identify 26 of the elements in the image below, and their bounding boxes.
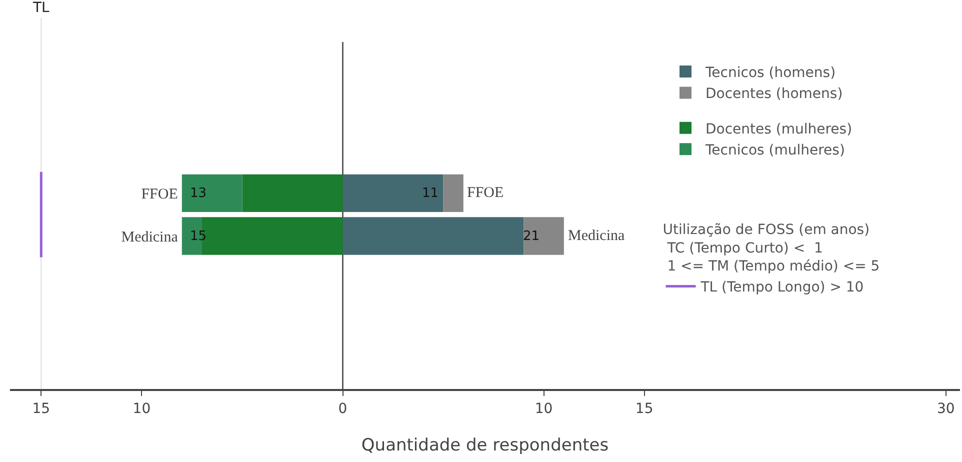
legend-title: Utilização de FOSS (em anos) TC (Tempo Curto) < 1 1 <= TM (Tempo médio) <= 5: [662, 222, 880, 275]
category-label: FFOE: [467, 185, 504, 201]
bar: [443, 174, 464, 212]
bar: [182, 174, 242, 212]
legend-label: Docentes (homens): [706, 86, 843, 102]
x-tick-label: 15: [32, 400, 50, 417]
legend-label: TL (Tempo Longo) > 10: [700, 280, 864, 296]
legend-label: Tecnicos (homens): [704, 64, 836, 81]
ref-line-label: TL: [32, 0, 50, 16]
x-tick-label: 10: [132, 400, 151, 417]
bar: [242, 174, 343, 212]
bar: [524, 217, 564, 255]
x-tick-label: 0: [338, 400, 348, 417]
x-tick-label: 15: [635, 400, 654, 417]
x-tick-label: 30: [937, 400, 955, 417]
category-label: Medicina: [568, 228, 625, 244]
annotation: 13: [190, 186, 207, 201]
bar: [342, 217, 524, 255]
x-tick-label: 10: [534, 400, 553, 417]
annotation: 15: [190, 229, 207, 244]
annotation: 21: [523, 229, 540, 244]
legend-label: Docentes (mulheres): [706, 121, 852, 138]
annotation: 11: [422, 186, 439, 201]
x-axis-title: Quantidade de respondentes: [361, 436, 609, 456]
bar: [342, 174, 444, 212]
legend-label: Tecnicos (mulheres): [704, 142, 845, 159]
